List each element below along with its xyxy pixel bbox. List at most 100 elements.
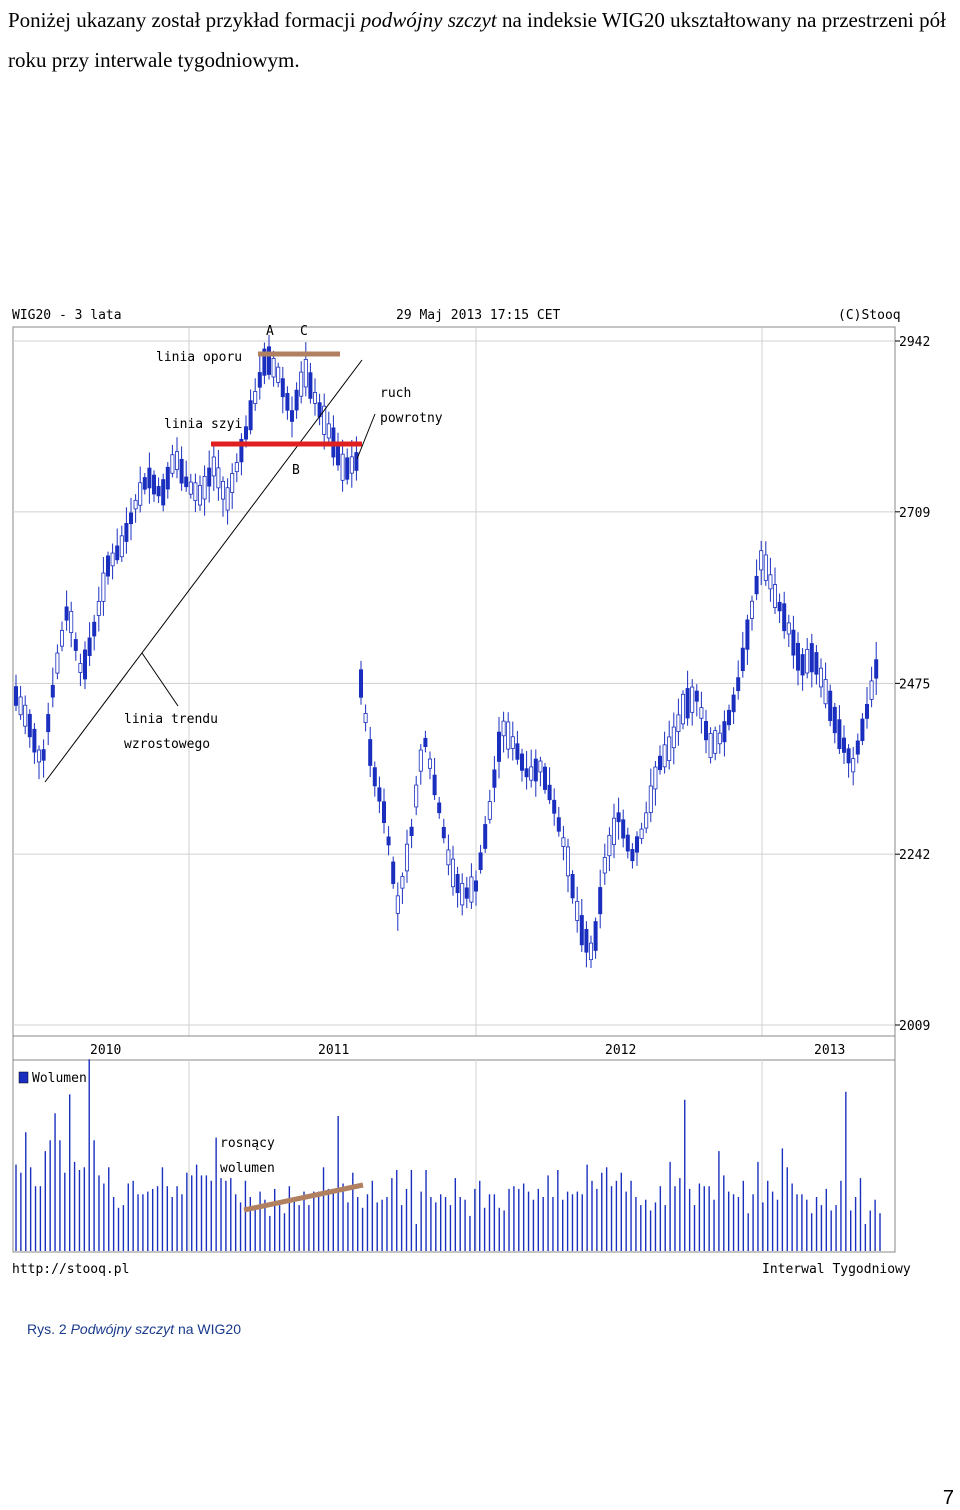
candle-body [639,828,644,840]
candle-body [289,410,294,422]
candle-body [487,801,492,820]
chart-timestamp: 29 Maj 2013 17:15 CET [396,308,561,323]
candle-body [161,479,166,506]
candle-body [64,606,69,621]
candle-body [667,736,672,762]
candle-body [391,861,396,884]
candle-body [450,858,455,888]
candle-body [740,647,745,672]
candle-body [184,476,189,488]
candle-body [699,707,704,719]
intro-text-end: na indeksie WIG20 ukształtowany na przes… [8,8,946,72]
label-pullback-2: powrotny [380,411,443,426]
candle-body [165,466,170,490]
label-point-b: B [292,463,300,478]
candle-body [404,843,409,872]
candle-body [846,748,851,764]
page-number: 7 [942,1487,954,1509]
candle-body [805,649,810,674]
candle-body [851,758,856,773]
candle-body [469,876,474,903]
candle-body [676,714,681,732]
candle-body [616,812,621,823]
candle-body [358,669,363,698]
candle-body [607,834,612,857]
candle-body [124,523,129,542]
candle-body [220,480,225,500]
candle-body [524,768,529,778]
candle-body [276,366,281,383]
candle-body [455,874,460,894]
candle-body [832,706,837,734]
price-panel [12,326,896,1037]
candle-body [722,721,727,743]
candle-body [294,389,299,411]
candle-body [37,749,42,763]
candle-body [506,721,511,750]
candle-body [96,601,101,616]
volume-grid [188,1060,763,1252]
candle-body [151,474,156,495]
volume-bars [15,1059,881,1251]
candlesticks [13,334,879,969]
candle-body [704,721,709,741]
candle-body [653,766,658,790]
intro-text-start: Poniżej ukazany został przykład formacji [8,8,361,32]
candle-body [759,550,764,571]
candle-body [750,600,755,619]
candle-body [106,555,111,577]
candle-body [363,713,368,723]
x-axis: 2010 2011 2012 2013 [90,1043,845,1058]
candle-body [69,610,74,634]
label-rising-volume-1: rosnący [220,1136,275,1151]
candle-body [685,688,690,719]
candle-body [464,887,469,899]
candle-body [658,755,663,771]
y-tick-label: 2242 [899,848,930,863]
x-axis-strip [12,1035,896,1061]
wig20-chart: WIG20 - 3 lata 29 Maj 2013 17:15 CET (C)… [12,308,930,1277]
candle-body [809,643,814,673]
candle-body [308,372,313,399]
candle-body [713,730,718,754]
candle-body [257,372,262,388]
candle-body [791,629,796,656]
rising-volume-line [243,1182,364,1213]
candle-body [612,817,617,845]
candle-body [648,785,653,813]
candle-body [460,882,465,906]
price-grid [13,327,895,1060]
candle-body [510,736,515,749]
candle-body [216,467,221,489]
candle-body [46,714,51,733]
candle-body [372,767,377,787]
label-uptrend-2: wzrostowego [124,737,210,752]
uptrend-line [44,359,363,783]
candle-body [598,887,603,915]
candle-body [423,737,428,748]
label-resistance: linia oporu [156,350,242,365]
candle-body [520,753,525,771]
candle-body [262,348,267,376]
candle-body [552,799,557,814]
candle-body [538,760,543,773]
label-uptrend-1: linia trendu [124,712,218,727]
candle-body [570,874,575,899]
candle-body [345,457,350,480]
candle-body [621,819,626,839]
candle-body [708,733,713,758]
uptrend-callout [141,652,179,707]
candle-body [303,358,308,388]
candle-body [671,726,676,749]
candle-body [92,621,97,637]
candle-body [768,574,773,590]
candle-body [170,454,175,474]
candle-body [239,438,244,463]
candle-body [101,572,106,602]
candle-body [446,849,451,866]
figure-caption: Rys. 2 Podwójny szczyt na WIG20 [27,1321,241,1337]
candle-body [340,453,345,481]
candle-body [814,652,819,675]
candle-body [473,880,478,892]
candle-body [326,423,331,439]
